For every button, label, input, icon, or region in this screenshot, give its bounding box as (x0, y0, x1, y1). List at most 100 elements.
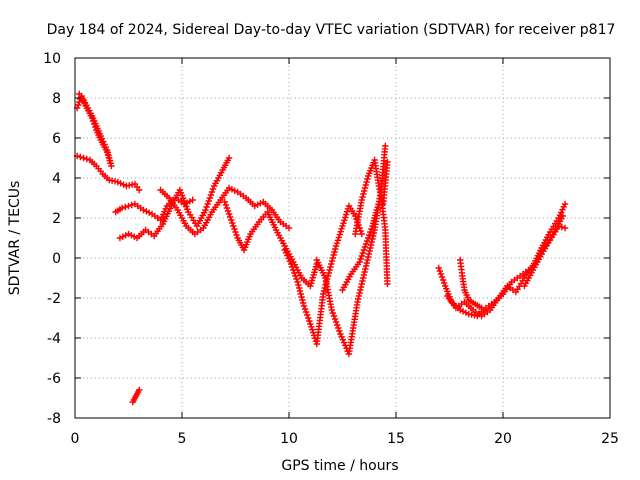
data-point-interp (365, 250, 373, 258)
y-tick-label-0: 0 (52, 251, 61, 267)
x-tick-label-25: 25 (601, 431, 619, 447)
series-track-5 (157, 184, 293, 238)
data-point-interp (439, 276, 447, 284)
data-point-interp (329, 309, 337, 317)
data-point (358, 230, 365, 238)
data-point-interp (207, 191, 215, 199)
data-point-interp (355, 292, 363, 300)
data-point-interp (119, 233, 126, 240)
data-point (478, 304, 485, 312)
data-point-interp (120, 181, 127, 188)
data-point (320, 290, 327, 298)
data-point (251, 202, 258, 210)
data-point-interp (336, 231, 343, 238)
data-point-interp (223, 204, 231, 212)
chart-title: Day 184 of 2024, Sidereal Day-to-day VTE… (47, 22, 616, 38)
data-point (354, 298, 361, 306)
data-point (140, 206, 147, 214)
data-point-interp (208, 188, 216, 196)
data-point-interp (368, 238, 375, 246)
data-point-interp (341, 217, 348, 224)
data-point-interp (293, 275, 300, 283)
data-point-interp (306, 317, 313, 325)
data-point-interp (364, 256, 371, 264)
data-point-interp (291, 269, 298, 277)
data-point (326, 266, 333, 274)
data-point-interp (360, 187, 368, 195)
data-point-interp (359, 277, 366, 285)
data-point (285, 224, 293, 232)
data-point-interp (254, 201, 261, 208)
data-point-interp (299, 299, 307, 307)
series-track-4 (116, 154, 233, 242)
data-point-interp (339, 336, 347, 343)
data-point (384, 280, 391, 288)
data-point-interp (228, 186, 236, 193)
data-point-interp (362, 181, 369, 189)
y-tick-label-4: 4 (52, 171, 61, 187)
y-tick-label--6: -6 (47, 371, 61, 387)
data-point (294, 278, 301, 286)
data-point (228, 216, 235, 224)
data-point (561, 224, 569, 232)
data-point-interp (369, 235, 376, 243)
data-point-interp (186, 198, 194, 205)
y-axis-label: SDTVAR / TECUs (7, 181, 23, 296)
series-track-13 (457, 256, 485, 312)
data-point-interp (368, 225, 375, 233)
data-point-interp (203, 203, 210, 211)
data-point (559, 212, 567, 220)
data-point (561, 200, 569, 208)
data-point (136, 186, 143, 194)
data-point-interp (204, 200, 211, 208)
data-point-interp (292, 272, 299, 280)
data-point-interp (143, 208, 150, 215)
data-point-interp (302, 308, 310, 316)
data-point (125, 202, 132, 210)
data-point-interp (337, 228, 344, 235)
data-point-interp (122, 232, 129, 239)
data-point (339, 222, 346, 230)
data-point-interp (364, 234, 372, 242)
data-point-interp (75, 101, 82, 109)
data-point-interp (436, 267, 444, 275)
data-point-interp (333, 321, 341, 329)
y-tick-label-6: 6 (52, 131, 61, 147)
data-point-interp (308, 323, 315, 331)
data-point-interp (331, 315, 339, 323)
data-point-interp (362, 265, 369, 273)
data-point (375, 182, 383, 190)
series-track-12 (444, 200, 569, 320)
data-point-interp (366, 231, 373, 239)
data-point-interp (303, 311, 311, 319)
data-point-interp (117, 180, 124, 187)
data-point-interp (360, 246, 368, 254)
data-point-interp (289, 263, 296, 271)
data-point-interp (359, 274, 367, 282)
data-point-interp (367, 244, 374, 252)
series-track-15 (129, 386, 143, 406)
data-point (337, 330, 344, 338)
x-axis-label: GPS time / hours (281, 458, 398, 474)
data-point (352, 212, 359, 220)
data-point-interp (309, 326, 316, 333)
data-point-interp (325, 269, 333, 277)
x-tick-label-5: 5 (178, 431, 187, 447)
data-point (287, 260, 295, 268)
data-point-interp (329, 254, 337, 262)
data-point-interp (232, 228, 239, 236)
data-point-interp (370, 229, 378, 237)
y-tick-label--8: -8 (47, 411, 61, 427)
data-point-interp (361, 184, 369, 192)
data-point (225, 154, 233, 162)
data-point-interp (209, 185, 217, 193)
data-point-interp (360, 190, 367, 198)
data-point-interp (330, 312, 338, 320)
data-point-interp (361, 243, 369, 251)
series-track-10 (352, 156, 391, 238)
y-tick-label--4: -4 (47, 331, 61, 347)
data-point-interp (231, 225, 238, 233)
data-point (116, 234, 124, 242)
data-point-interp (334, 237, 342, 244)
data-point (555, 222, 562, 230)
